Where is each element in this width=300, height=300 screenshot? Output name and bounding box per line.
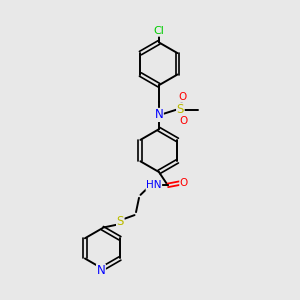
Text: S: S: [117, 215, 124, 228]
Text: N: N: [154, 108, 163, 122]
Text: N: N: [97, 265, 105, 278]
Text: O: O: [178, 92, 187, 102]
Text: Cl: Cl: [154, 26, 164, 36]
Text: O: O: [180, 178, 188, 188]
Text: O: O: [180, 116, 188, 126]
Text: S: S: [177, 103, 184, 116]
Text: HN: HN: [146, 180, 162, 190]
